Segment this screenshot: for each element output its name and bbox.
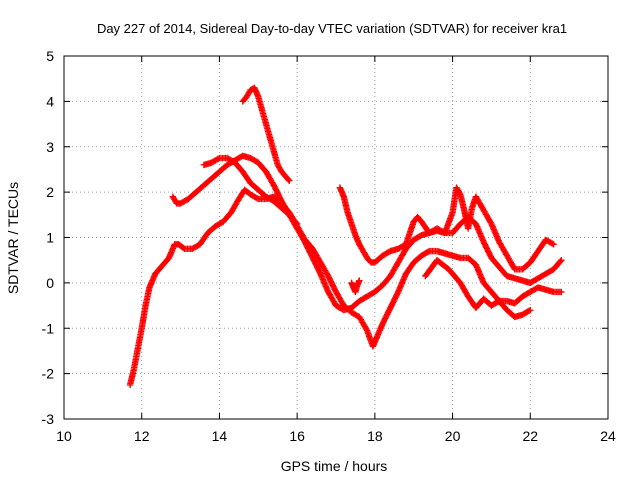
x-axis-label: GPS time / hours [281,458,388,474]
x-tick-label: 10 [56,428,72,444]
data-point-marker [292,219,300,226]
y-tick-label: -1 [42,320,55,336]
data-point-marker [558,288,565,296]
x-tick-label: 14 [212,428,228,444]
series-track-d [239,84,293,184]
y-tick-label: 5 [46,48,54,64]
series-track-b [169,152,565,314]
data-point-marker [456,189,463,197]
data-point-marker [525,307,533,315]
data-point-marker [549,240,556,247]
data-point-marker [558,256,565,264]
series-track-a [126,186,565,389]
data-point-marker [550,241,557,248]
x-tick-label: 16 [289,428,305,444]
series-track-c [200,154,301,228]
y-tick-label: 1 [46,230,54,246]
data-markers [126,84,565,389]
y-tick-label: -3 [42,411,55,427]
y-tick-label: -2 [42,366,55,382]
x-tick-label: 22 [522,428,538,444]
grid-lines [64,56,608,419]
chart-title: Day 227 of 2014, Sidereal Day-to-day VTE… [97,21,567,36]
data-point-marker [286,177,293,184]
x-tick-label: 12 [134,428,150,444]
series-track-f [422,256,534,321]
series-track-e [336,184,557,273]
x-tick-label: 20 [445,428,461,444]
data-point-marker [527,306,534,314]
x-tick-label: 18 [367,428,383,444]
data-point-marker [356,277,363,284]
data-point-marker [214,155,222,163]
y-tick-label: 2 [46,184,54,200]
data-point-marker [557,258,564,265]
y-axis-label: SDTVAR / TECUs [5,182,21,294]
data-point-marker [285,176,292,183]
data-point-marker [424,248,432,256]
y-tick-label: 4 [46,93,54,109]
data-point-marker [253,194,261,202]
data-point-marker [293,220,301,228]
y-tick-label: 0 [46,275,54,291]
y-tick-label: 3 [46,139,54,155]
series-track-g [348,277,363,296]
x-tick-label: 24 [600,428,616,444]
data-point-marker [363,325,370,333]
